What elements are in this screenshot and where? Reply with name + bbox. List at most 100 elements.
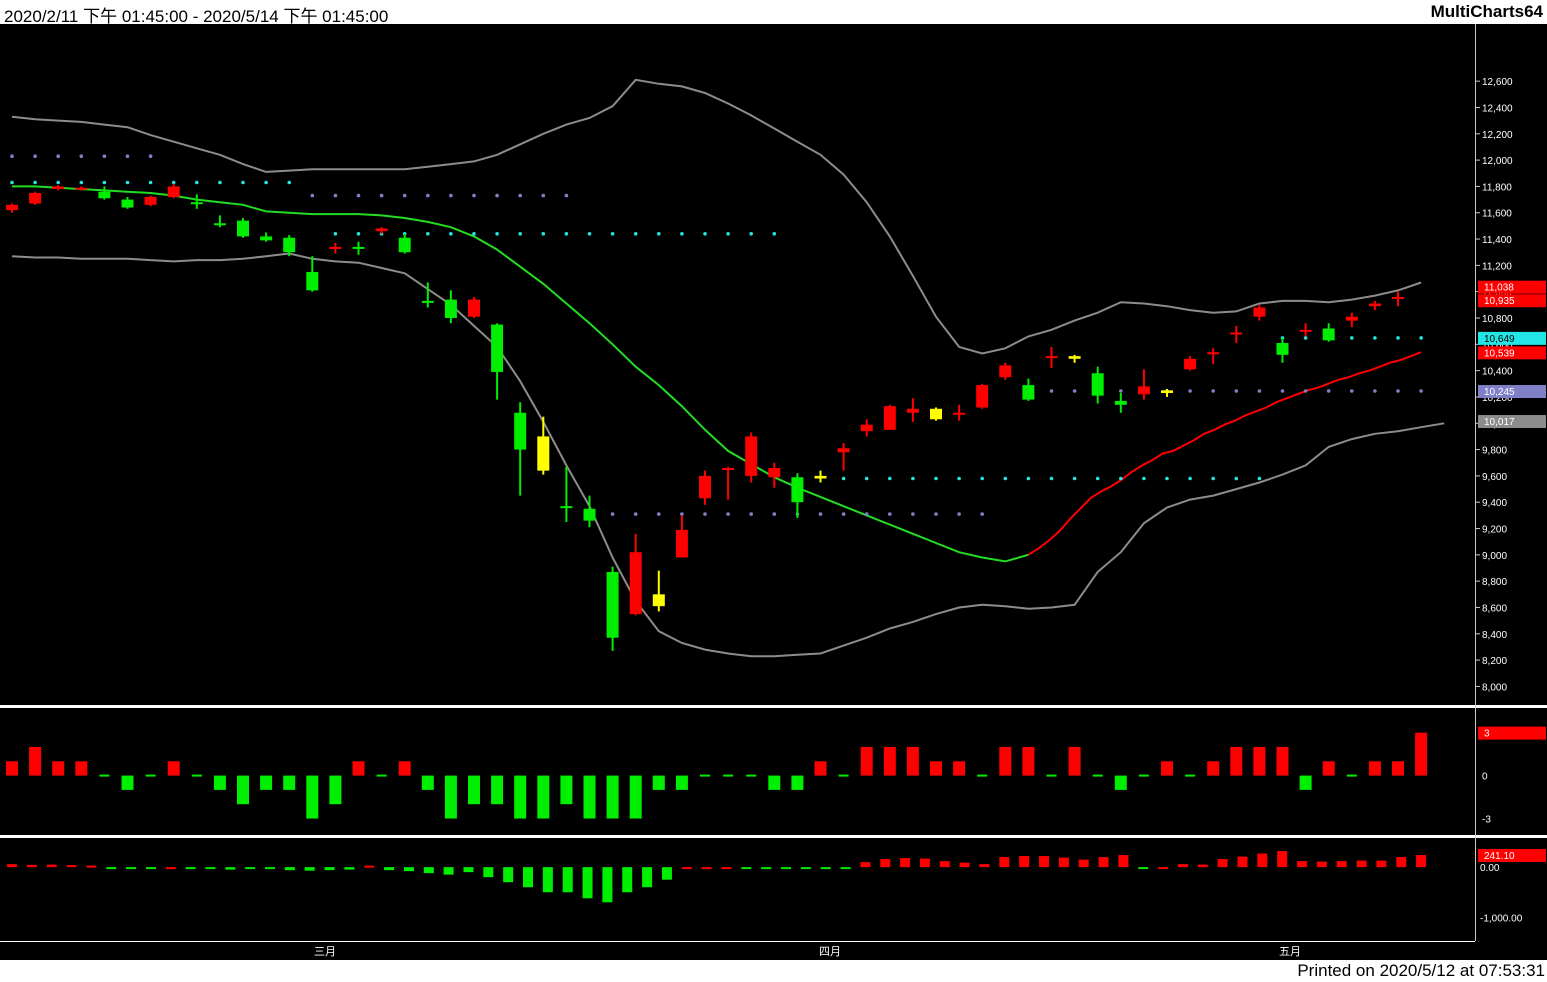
osc-bar (1161, 761, 1173, 776)
osc-bar (583, 775, 596, 819)
candle-body (329, 246, 342, 249)
candle-body (190, 202, 203, 205)
osc-bar (421, 775, 434, 790)
indicator-dot (680, 512, 684, 516)
osc-bar (1046, 774, 1057, 777)
indicator-dot (1234, 389, 1239, 393)
osc-bar (1346, 774, 1357, 777)
indicator-dot (1373, 336, 1377, 340)
osc-bar (29, 746, 42, 776)
price-tick-label: 8,600 (1482, 603, 1507, 614)
volume-bar (86, 865, 97, 868)
indicator-dot (10, 180, 14, 185)
indicator-dot (518, 232, 522, 236)
candle-body (930, 408, 942, 420)
indicator-dot (772, 232, 777, 236)
indicator-dot (726, 232, 730, 236)
volume-bar (959, 862, 970, 868)
osc-bar (746, 774, 757, 777)
candle-body (121, 199, 134, 208)
indicator-dot (1026, 476, 1031, 481)
candle-body (29, 193, 42, 204)
volume-bar (1158, 867, 1169, 870)
pane-divider (0, 705, 1547, 708)
price-marker (1478, 294, 1546, 308)
indicator-dot (1419, 336, 1423, 340)
volume-bar (741, 867, 752, 870)
indicator-dot (356, 193, 361, 198)
indicator-dot (564, 193, 569, 198)
time-axis-label: 四月 (819, 946, 841, 958)
indicator-dot (287, 180, 292, 185)
osc-bar (723, 774, 734, 777)
volume-bar (483, 867, 494, 878)
volume-bar (582, 867, 593, 899)
chart-area[interactable]: 8,000 8,200 8,400 8,600 8,800 9,000 9,200 9,400… (0, 24, 1547, 960)
price-tick-label: 10,800 (1482, 314, 1513, 325)
volume-bar (106, 867, 117, 870)
indicator-dot (772, 512, 777, 516)
indicator-dot (79, 180, 84, 185)
volume-bar (7, 864, 17, 868)
price-marker-label: 11,038 (1484, 283, 1514, 294)
volume-bar (800, 867, 811, 870)
volume-bar (126, 867, 137, 870)
volume-bar (443, 867, 454, 875)
volume-bar (1396, 857, 1407, 868)
indicator-dot (1234, 476, 1239, 481)
indicator-dot (911, 512, 915, 516)
price-marker-label: 10,539 (1484, 348, 1515, 359)
volume-bar (781, 867, 792, 870)
volume-tick-label: -1,000.00 (1480, 913, 1523, 924)
volume-bar (1416, 855, 1427, 868)
time-axis-label: 三月 (314, 946, 336, 958)
indicator-dot (1049, 389, 1054, 393)
indicator-dot (33, 154, 37, 158)
price-tick-label: 11,800 (1482, 182, 1512, 193)
candle-body (398, 237, 411, 253)
indicator-dot (1188, 389, 1192, 393)
volume-bar (1257, 853, 1268, 868)
indicator-dot (264, 180, 268, 185)
indicator-dot (1257, 476, 1262, 481)
indicator-dot (657, 232, 661, 236)
indicator-dot (1072, 389, 1077, 393)
candle-body (675, 529, 688, 558)
candle-body (98, 191, 111, 199)
indicator-dot (1419, 389, 1423, 393)
volume-bar (384, 867, 395, 871)
osc-bar (213, 775, 226, 790)
indicator-dot (1350, 389, 1354, 393)
osc-bar (237, 775, 249, 805)
osc-bar (606, 775, 619, 819)
osc-bar (468, 775, 480, 805)
osc-bar (700, 774, 710, 777)
indicator-dot (241, 180, 245, 185)
price-tick-label: 8,800 (1482, 577, 1507, 588)
chart-canvas[interactable]: 8,000 8,200 8,400 8,600 8,800 9,000 9,200 9,400… (0, 24, 1547, 960)
volume-bar (939, 861, 950, 868)
price-marker (1478, 331, 1546, 345)
indicator-dot (1257, 389, 1262, 393)
candle-body (352, 246, 365, 249)
osc-bar (329, 775, 342, 805)
indicator-dot (1211, 389, 1215, 393)
osc-bar (52, 761, 65, 776)
price-tick-label: 12,600 (1482, 77, 1513, 88)
bollinger-band-line (11, 252, 1445, 658)
osc-bar (1185, 774, 1196, 777)
volume-bar (1197, 864, 1208, 868)
price-marker (1478, 346, 1546, 360)
candle-body (906, 408, 919, 413)
indicator-dot (541, 193, 546, 198)
candle-body (75, 187, 88, 190)
osc-bar (1230, 746, 1243, 776)
indicator-dot (587, 232, 592, 236)
candle-body (1368, 303, 1381, 307)
indicator-dot (749, 232, 753, 236)
price-marker-label: 10,649 (1484, 334, 1515, 345)
volume-bar (165, 867, 176, 870)
volume-bar (1078, 859, 1089, 868)
candle-body (583, 508, 596, 521)
indicator-dot (1188, 476, 1192, 481)
